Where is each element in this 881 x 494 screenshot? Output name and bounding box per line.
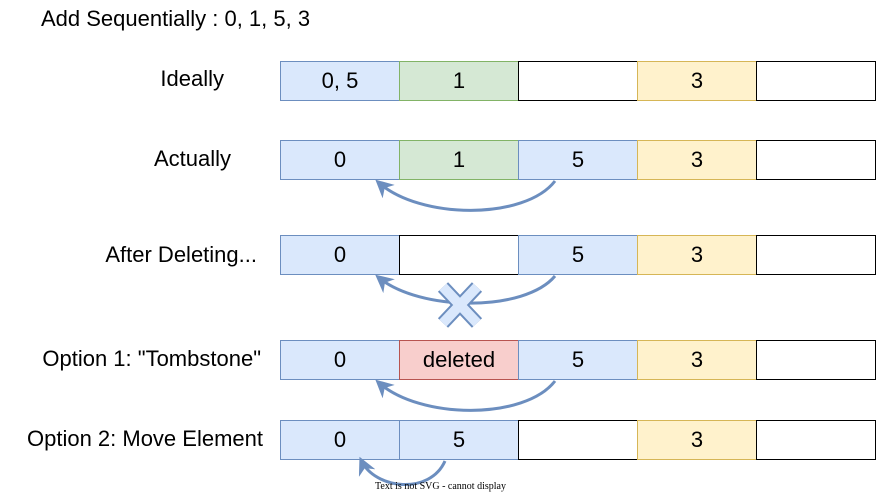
array-row-after-deleting: 0 5 3 bbox=[280, 235, 876, 275]
row-label-actually: Actually bbox=[153, 146, 231, 171]
array-row-option-1: 0 deleted 5 3 bbox=[280, 340, 876, 380]
row-label-option-1: Option 1: "Tombstone" bbox=[42, 346, 261, 371]
probe-arrow-actually bbox=[375, 179, 557, 212]
array-cell: deleted bbox=[399, 340, 519, 380]
array-cell bbox=[756, 140, 876, 180]
array-cell: 5 bbox=[518, 340, 638, 380]
array-cell: 3 bbox=[637, 235, 757, 275]
array-cell: 1 bbox=[399, 61, 519, 101]
array-cell: 0 bbox=[280, 140, 400, 180]
array-cell: 0 bbox=[280, 420, 400, 460]
row-label-ideally: Ideally bbox=[160, 66, 224, 91]
array-cell: 5 bbox=[518, 235, 638, 275]
array-cell: 0 bbox=[280, 340, 400, 380]
array-cell: 0, 5 bbox=[280, 61, 400, 101]
array-cell bbox=[756, 340, 876, 380]
diagram-title: Add Sequentially : 0, 1, 5, 3 bbox=[41, 6, 311, 31]
array-row-actually: 0 1 5 3 bbox=[280, 140, 876, 180]
svg-fallback-note: Text is not SVG - cannot display bbox=[375, 481, 506, 492]
array-cell: 5 bbox=[518, 140, 638, 180]
array-cell: 3 bbox=[637, 420, 757, 460]
array-cell: 3 bbox=[637, 140, 757, 180]
probe-arrow-option-1 bbox=[375, 379, 557, 412]
cross-icon bbox=[437, 282, 483, 328]
array-cell bbox=[756, 235, 876, 275]
array-cell: 5 bbox=[399, 420, 519, 460]
array-cell: 3 bbox=[637, 61, 757, 101]
move-arrow-option-2 bbox=[358, 456, 447, 486]
array-cell: 3 bbox=[637, 340, 757, 380]
array-cell bbox=[756, 420, 876, 460]
array-cell: 1 bbox=[399, 140, 519, 180]
array-cell bbox=[756, 61, 876, 101]
row-label-after-deleting: After Deleting... bbox=[105, 242, 257, 267]
array-row-option-2: 0 5 3 bbox=[280, 420, 876, 460]
array-cell bbox=[399, 235, 519, 275]
array-cell bbox=[518, 420, 638, 460]
array-cell: 0 bbox=[280, 235, 400, 275]
array-row-ideally: 0, 5 1 3 bbox=[280, 61, 876, 101]
row-label-option-2: Option 2: Move Element bbox=[26, 426, 263, 451]
